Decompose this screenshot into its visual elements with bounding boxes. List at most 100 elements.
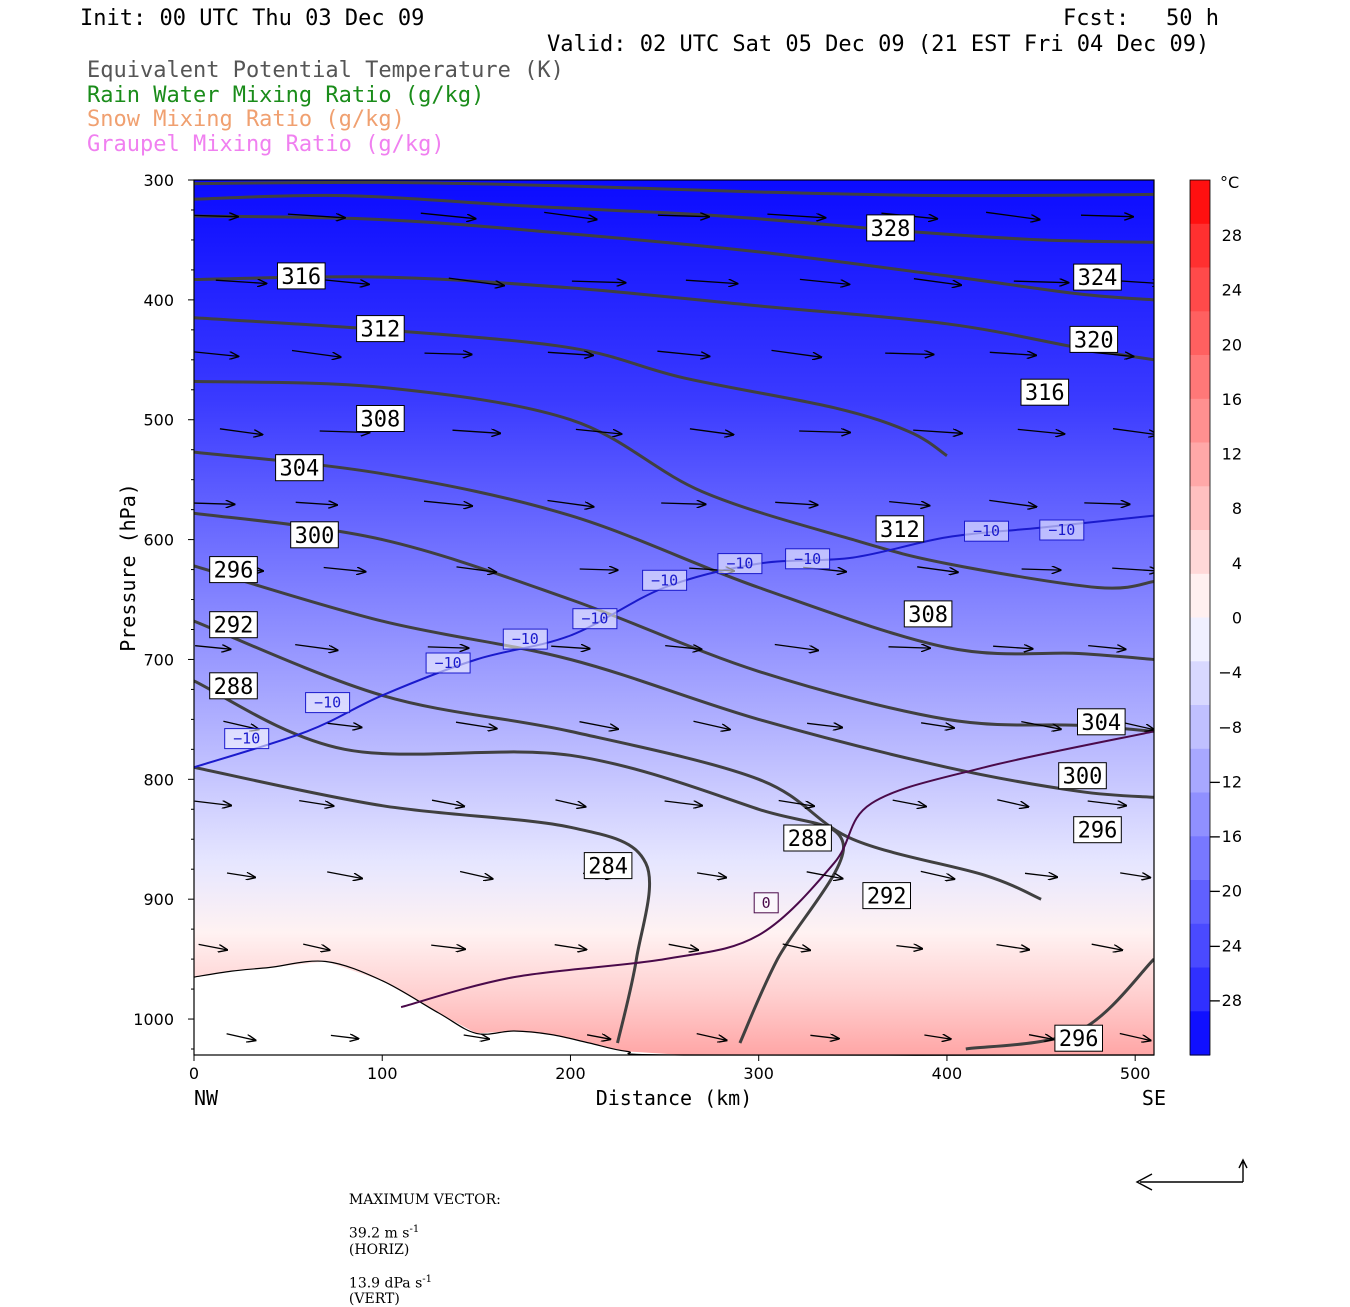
wind-vector-37 [295,502,337,505]
legend-rain: Rain Water Mixing Ratio (g/kg) [87,83,485,108]
wind-vector-95 [782,943,810,950]
theta-e-contour-284 [194,765,652,1044]
wind-vector-82 [327,871,362,879]
theta-e-label-box-16 [209,611,258,639]
wind-vector-47 [456,566,497,572]
theta-e-contour-288 [194,679,845,1044]
theta-e-contour-308 [194,379,1154,590]
temperature-label-box-7 [785,548,831,570]
temperature-label-3: −10 [512,630,539,648]
wind-vector-20 [424,353,472,354]
wind-vector-91 [303,943,329,950]
wind-vector-25 [989,352,1036,355]
wind-vector-55 [295,643,337,651]
horiz-vector-value: 39.2 m s [348,1225,410,1242]
wind-vector-42 [889,502,929,506]
y-tick-label-800: 800 [143,770,174,789]
theta-e-label-box-2 [1069,325,1119,353]
wind-vector-92 [431,945,465,949]
colorbar-swatch-1 [1190,223,1210,269]
wind-vector-68 [807,723,842,727]
wind-vector-58 [665,646,701,650]
colorbar-swatch-16 [1190,880,1210,925]
wind-vector-74 [431,799,464,806]
theta-e-label-box-14 [1073,816,1122,844]
wind-vector-56 [427,647,469,648]
theta-e-contour-316 [194,275,1154,362]
wind-vector-13 [685,280,738,283]
colorbar-swatch-6 [1190,442,1210,487]
wind-vector-2 [420,212,476,219]
wind-vector-69 [921,722,954,728]
wind-vector-30 [575,428,622,434]
legend-snow: Snow Mixing Ratio (g/kg) [87,107,405,132]
colorbar-tick-13: −24 [1208,936,1242,955]
theta-e-label-box-3 [1020,378,1070,406]
wind-vector-96 [896,946,922,949]
wind-vector-46 [323,568,366,572]
wind-vector-35 [1112,428,1154,435]
wind-vector-53 [1112,568,1154,571]
theta-e-label-12: 300 [1063,765,1103,790]
theta-e-label-box-8 [903,600,953,628]
wind-vector-22 [657,350,709,356]
theta-e-contour-292 [194,619,1042,901]
x-tick-label-500: 500 [1120,1064,1151,1083]
theta-e-label-box-19 [783,824,832,852]
wind-vector-75 [555,799,586,807]
wind-vector-60 [888,647,931,648]
horiz-vector-tag: (HORIZ) [348,1241,410,1258]
theta-e-label-6: 312 [880,518,920,543]
wind-vector-78 [892,799,926,806]
theta-e-contour-300 [194,511,1154,733]
wind-vector-19 [291,349,341,358]
colorbar-swatch-19 [1190,1011,1210,1056]
wind-vector-57 [551,646,590,649]
wind-vector-7 [986,211,1040,219]
colorbar-tick-14: −28 [1208,991,1242,1010]
theta-e-label-20: 284 [588,855,628,880]
temperature-label-5: −10 [651,571,678,589]
theta-e-label-9: 304 [280,457,320,482]
temperature-label-7: −10 [794,550,821,568]
wind-vector-34 [1017,428,1065,434]
theta-e-label-box-7 [356,405,405,432]
x-axis-title: Distance (km) [596,1086,753,1110]
temperature-label-box-0 [224,728,270,750]
theta-e-contour-328 [194,180,1154,198]
colorbar-swatch-7 [1190,486,1210,531]
x-end-label-right: SE [1142,1086,1166,1110]
temperature-label-box-6 [717,553,763,575]
plot-frame [193,179,1155,1056]
legend-graupel: Graupel Mixing Ratio (g/kg) [87,132,445,157]
cross-section-chart: 328 324 320 316 316 312 312 308 308 304 304 300 300 2… [116,171,1248,1191]
colorbar-swatch-11 [1190,661,1210,706]
wind-vector-100 [330,1035,358,1038]
wind-vector-98 [1091,943,1123,950]
wind-vector-29 [452,430,501,433]
colorbar-swatch-5 [1190,398,1210,444]
max-vector-key [1135,1158,1248,1191]
colorbar-swatch-4 [1190,355,1210,400]
colorbar-tick-8: −4 [1218,663,1242,682]
x-end-label-left: NW [194,1086,219,1110]
colorbar-swatch-18 [1190,967,1210,1012]
wind-vector-64 [327,723,362,727]
colorbar-frame [1189,179,1211,1056]
vert-vector-exponent: -1 [422,1273,433,1285]
temperature-contour-0 [400,730,1154,1009]
wind-vector-10 [320,278,368,285]
wind-vector-51 [917,566,958,573]
wind-vector-101 [463,1035,489,1039]
wind-vector-105 [924,1035,950,1039]
y-axis-title: Pressure (hPa) [116,483,140,652]
vert-vector-value: 13.9 dPa s [348,1275,423,1292]
wind-vector-59 [774,643,818,651]
wind-vector-32 [799,431,850,433]
theta-e-label-box-18 [209,672,258,700]
wind-vector-21 [547,352,593,355]
theta-e-label-8: 308 [908,603,948,628]
theta-e-label-7: 308 [361,408,401,433]
colorbar-swatch-17 [1190,923,1210,969]
wind-vector-28 [319,431,370,433]
